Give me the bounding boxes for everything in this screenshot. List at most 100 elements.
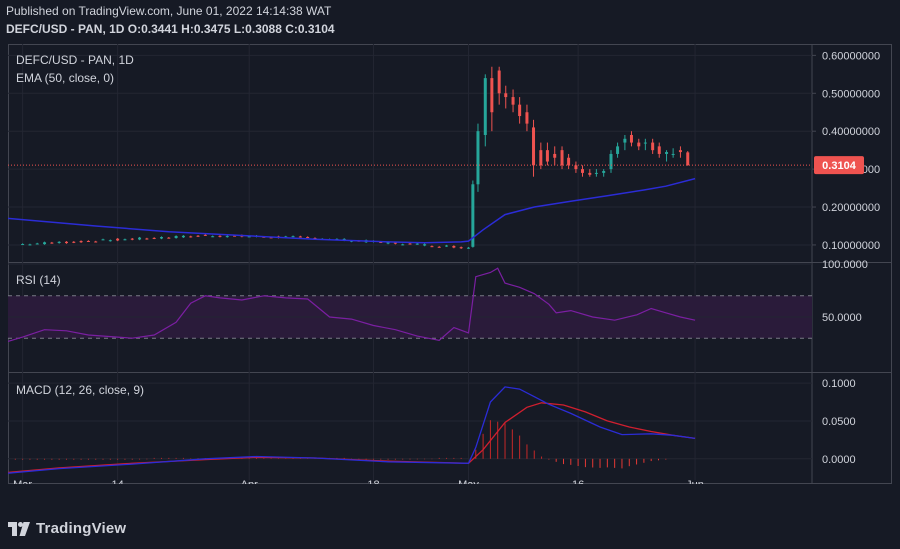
x-tick-label: 16 <box>572 479 584 484</box>
candle-body <box>643 142 647 144</box>
rsi-line <box>7 267 696 342</box>
candle-body <box>560 150 564 166</box>
candle-body <box>211 236 215 238</box>
candle-body <box>602 171 606 173</box>
candle-body <box>651 142 655 151</box>
y-tick-label: 50.0000 <box>822 312 862 324</box>
candle-body <box>145 238 149 240</box>
candle-body <box>525 112 529 124</box>
candle-body <box>623 138 627 143</box>
candle-body <box>471 184 475 247</box>
y-tick-label: 0.40000000 <box>822 126 880 138</box>
ema-line <box>7 177 696 244</box>
candle-body <box>580 169 584 173</box>
y-tick-label: 0.20000000 <box>822 202 880 214</box>
x-tick-label: Jun <box>686 479 704 484</box>
candle-body <box>665 152 669 154</box>
candle-body <box>408 243 412 245</box>
candle-body <box>174 236 178 238</box>
candle-body <box>588 172 592 175</box>
publish-info: Published on TradingView.com, June 01, 2… <box>6 4 332 18</box>
candle-body <box>483 78 487 135</box>
candle-body <box>386 241 390 244</box>
candle-body <box>233 235 237 237</box>
chart-title: DEFC/USD - PAN, 1D <box>16 53 134 67</box>
candle-body <box>189 236 193 238</box>
candle-body <box>379 242 383 244</box>
candle-body <box>497 70 501 94</box>
candle-body <box>72 241 76 243</box>
candle-body <box>218 235 222 237</box>
candle-body <box>28 244 32 246</box>
candle-body <box>616 146 620 154</box>
x-tick-label: Apr <box>241 479 258 484</box>
y-tick-label: 0.1000 <box>822 378 856 390</box>
candle-body <box>466 247 470 249</box>
macd-line <box>7 386 696 474</box>
last-price-badge <box>814 156 864 175</box>
brand-name: TradingView <box>36 520 127 537</box>
symbol-ohlc-line: DEFC/USD - PAN, 1D O:0.3441 H:0.3475 L:0… <box>6 22 335 36</box>
candle-body <box>181 235 185 238</box>
candle-body <box>567 157 571 166</box>
candle-body <box>545 150 549 162</box>
candle-body <box>159 237 163 239</box>
candle-body <box>35 243 39 245</box>
candle-body <box>574 165 578 170</box>
macd-title: MACD (12, 26, close, 9) <box>16 383 144 397</box>
y-tick-label: 0.10000000 <box>822 240 880 252</box>
candle-body <box>678 150 682 153</box>
chart-area[interactable]: Mar 14 Apr 18 May 16 Jun 0.10000000 0.20000000 0.… <box>7 44 892 491</box>
candle-body <box>504 93 508 98</box>
chart-svg[interactable]: Mar 14 Apr 18 May 16 Jun 0.10000000 0.20000000 0.… <box>7 44 892 491</box>
candle-body <box>511 97 515 105</box>
candle-body <box>86 240 90 242</box>
candle-body <box>306 237 310 239</box>
x-tick-label: May <box>458 479 479 484</box>
y-tick-label: 100.0000 <box>822 259 868 271</box>
candle-body <box>247 236 251 238</box>
ema-legend-label: EMA (50, close, 0) <box>16 71 114 85</box>
candle-body <box>423 244 427 246</box>
candle-body <box>130 238 134 240</box>
candle-body <box>401 244 405 246</box>
candle-body <box>539 150 543 166</box>
candle-body <box>225 236 229 238</box>
candle-body <box>108 240 112 242</box>
candle-body <box>79 241 83 243</box>
candle-body <box>101 239 105 241</box>
candle-body <box>291 236 295 238</box>
candle-body <box>393 242 397 244</box>
y-tick-label: 0.60000000 <box>822 50 880 62</box>
candle-body <box>437 246 441 248</box>
candle-body <box>57 241 61 243</box>
candle-body <box>50 242 54 244</box>
candle-body <box>609 153 613 170</box>
candle-body <box>594 172 598 174</box>
candle-body <box>430 246 434 248</box>
candle-body <box>490 78 494 113</box>
y-tick-label: 0.0000 <box>822 454 856 466</box>
candle-body <box>657 146 661 154</box>
candle-body <box>298 236 302 238</box>
candle-body <box>138 237 142 240</box>
last-price-label: 0.3104 <box>822 160 857 172</box>
candle-body <box>445 245 449 247</box>
x-tick-label: 18 <box>367 479 379 484</box>
candle-body <box>637 142 641 147</box>
y-tick-label: 0.0500 <box>822 416 856 428</box>
candle-body <box>452 245 456 248</box>
candle-body <box>629 134 633 143</box>
candle-body <box>94 241 98 243</box>
candle-body <box>167 237 171 239</box>
candle-body <box>553 153 557 158</box>
tradingview-logo[interactable]: TradingView <box>8 520 126 537</box>
candle-body <box>43 242 47 245</box>
candle-body <box>671 153 675 155</box>
candle-body <box>415 243 419 245</box>
candle-body <box>476 131 480 185</box>
candle-body <box>686 152 690 166</box>
candle-body <box>532 127 536 166</box>
candle-body <box>269 237 273 239</box>
rsi-title: RSI (14) <box>16 273 61 287</box>
